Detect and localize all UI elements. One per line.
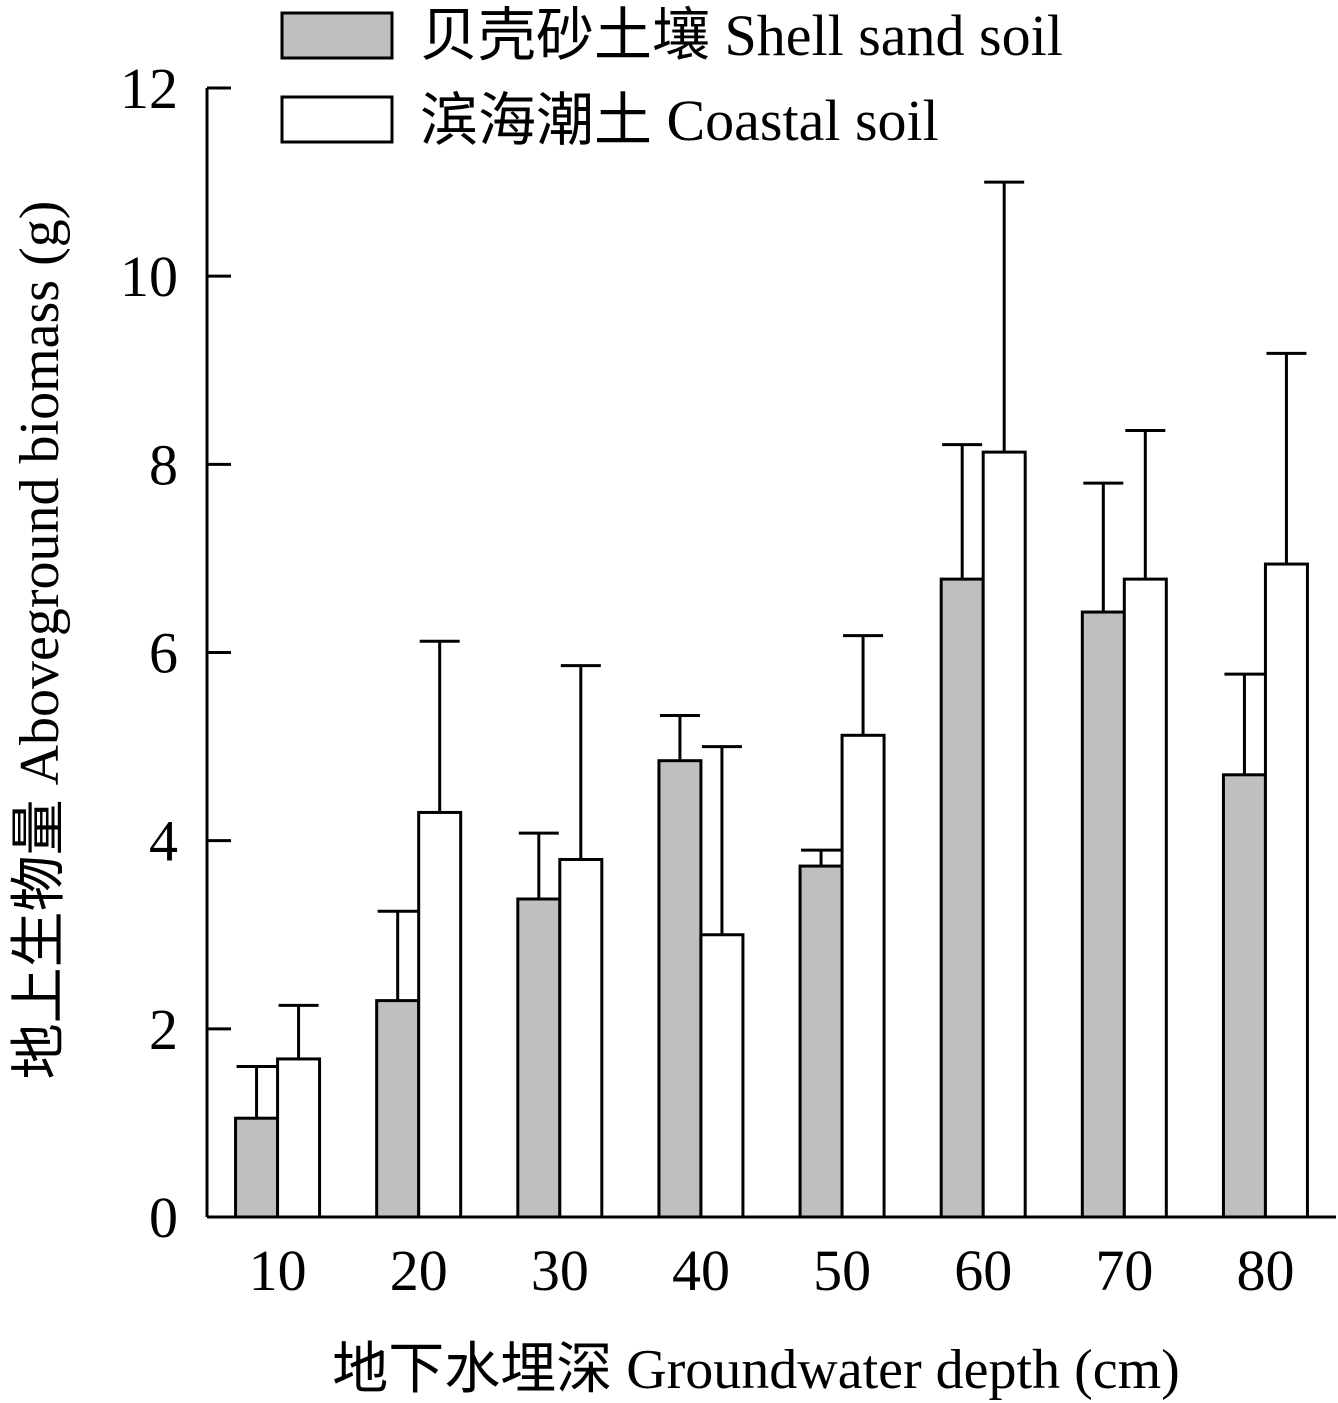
bar-coastal-20 xyxy=(417,810,463,1219)
y-tick-label-12: 12 xyxy=(120,56,178,121)
bar-shell-sand-70 xyxy=(1080,610,1126,1219)
y-tick-label-8: 8 xyxy=(149,432,178,497)
x-tick-label-50: 50 xyxy=(813,1238,871,1303)
y-axis-title: 地上生物量 Aboveground biomass (g) xyxy=(9,201,71,1080)
legend-label-shell-sand: 贝壳砂土壤 Shell sand soil xyxy=(420,3,1063,68)
x-tick-label-70: 70 xyxy=(1095,1238,1153,1303)
axes-group: 10 20 30 40 50 60 70 80 0 2 4 6 8 10 12 xyxy=(120,56,1336,1303)
bar-coastal-70 xyxy=(1122,577,1168,1219)
legend: 贝壳砂土壤 Shell sand soil 滨海潮土 Coastal soil xyxy=(280,3,1063,153)
bars-group xyxy=(234,450,1309,1219)
bar-shell-sand-50 xyxy=(798,864,844,1219)
y-tick-label-6: 6 xyxy=(149,621,178,686)
x-tick-label-60: 60 xyxy=(954,1238,1012,1303)
bar-coastal-30 xyxy=(558,857,604,1219)
x-tick-label-30: 30 xyxy=(531,1238,589,1303)
bar-shell-sand-20 xyxy=(375,999,421,1219)
x-tick-label-40: 40 xyxy=(672,1238,730,1303)
bar-shell-sand-40 xyxy=(657,759,703,1219)
bar-coastal-10 xyxy=(276,1057,322,1219)
x-tick-label-80: 80 xyxy=(1236,1238,1294,1303)
bar-coastal-60 xyxy=(981,450,1027,1219)
legend-swatch-shell-sand xyxy=(280,11,394,60)
y-tick-label-4: 4 xyxy=(149,809,178,874)
bar-shell-sand-30 xyxy=(516,897,562,1219)
x-tick-label-10: 10 xyxy=(249,1238,307,1303)
y-tick-label-10: 10 xyxy=(120,244,178,309)
x-tick-label-20: 20 xyxy=(390,1238,448,1303)
bar-coastal-50 xyxy=(840,733,886,1219)
y-tick-label-2: 2 xyxy=(149,997,178,1062)
bar-shell-sand-80 xyxy=(1221,773,1267,1219)
legend-label-coastal: 滨海潮土 Coastal soil xyxy=(420,88,939,153)
bar-coastal-40 xyxy=(699,933,745,1219)
bar-shell-sand-10 xyxy=(234,1116,280,1219)
x-axis-title: 地下水埋深 Groundwater depth (cm) xyxy=(332,1339,1180,1401)
bar-coastal-80 xyxy=(1263,562,1309,1219)
bar-shell-sand-60 xyxy=(939,577,985,1219)
y-tick-label-0: 0 xyxy=(149,1185,178,1250)
legend-swatch-coastal xyxy=(280,95,394,144)
error-bars-group xyxy=(236,180,1307,1119)
